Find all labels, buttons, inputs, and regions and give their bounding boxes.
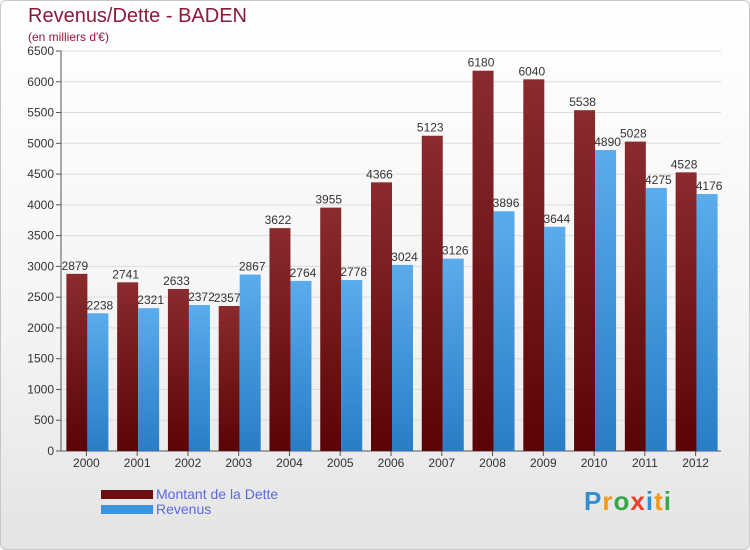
- y-tick-label: 0: [47, 444, 54, 458]
- logo-letter: P: [584, 486, 603, 516]
- x-tick-label: 2009: [530, 456, 557, 470]
- data-label-debt: 3955: [315, 193, 342, 207]
- bar-debt: [117, 282, 139, 451]
- logo-letter: t: [654, 486, 664, 516]
- x-tick-label: 2010: [581, 456, 608, 470]
- data-label-revenue: 3126: [442, 244, 469, 258]
- bar-revenue: [544, 226, 566, 451]
- bar-revenue: [392, 264, 413, 451]
- bar-debt: [574, 110, 596, 451]
- bar-debt: [167, 288, 189, 451]
- y-tick-label: 1500: [27, 352, 54, 366]
- bar-revenue: [493, 211, 515, 451]
- y-tick-label: 1000: [27, 382, 54, 396]
- bar-revenue: [645, 187, 667, 451]
- y-tick-label: 5500: [27, 106, 54, 120]
- data-label-debt: 6040: [518, 64, 545, 78]
- legend-label-debt: Montant de la Dette: [156, 486, 279, 502]
- x-tick-label: 2005: [327, 456, 354, 470]
- x-tick-label: 2006: [378, 456, 405, 470]
- data-label-revenue: 2321: [137, 293, 164, 307]
- data-label-revenue: 4890: [594, 135, 621, 149]
- data-label-revenue: 2372: [188, 290, 215, 304]
- data-label-revenue: 3896: [493, 196, 520, 210]
- x-tick-label: 2003: [225, 456, 252, 470]
- y-tick-label: 4500: [27, 167, 54, 181]
- data-label-revenue: 4275: [645, 173, 672, 187]
- data-label-revenue: 2238: [87, 298, 114, 312]
- bar-debt: [371, 182, 392, 452]
- data-label-revenue: 3024: [391, 250, 418, 264]
- proxiti-logo: Proxiti: [584, 486, 672, 517]
- bar-revenue: [87, 313, 109, 451]
- x-tick-label: 2012: [682, 456, 709, 470]
- y-tick-label: 3000: [27, 259, 54, 273]
- y-tick-label: 3500: [27, 229, 54, 243]
- bar-debt: [523, 79, 545, 452]
- data-label-debt: 3622: [265, 213, 292, 227]
- bar-debt: [472, 70, 494, 451]
- x-tick-label: 2008: [479, 456, 506, 470]
- bar-debt: [218, 305, 240, 451]
- legend-label-revenue: Revenus: [156, 501, 212, 517]
- bar-revenue: [696, 194, 718, 451]
- x-tick-label: 2002: [175, 456, 202, 470]
- y-tick-label: 500: [34, 413, 54, 427]
- bar-revenue: [290, 280, 312, 451]
- logo-letter: i: [645, 486, 655, 516]
- data-label-debt: 2741: [112, 267, 139, 281]
- data-label-revenue: 4176: [696, 179, 723, 193]
- data-label-revenue: 2764: [290, 266, 317, 280]
- bar-debt: [624, 141, 646, 452]
- logo-letter: r: [602, 486, 614, 516]
- y-tick-label: 4000: [27, 198, 54, 212]
- bar-revenue: [595, 150, 617, 452]
- bar-debt: [269, 228, 291, 451]
- data-label-revenue: 3644: [543, 212, 570, 226]
- data-label-revenue: 2778: [340, 265, 367, 279]
- y-tick-label: 6500: [27, 44, 54, 58]
- y-tick-label: 2000: [27, 321, 54, 335]
- bar-revenue: [239, 274, 261, 451]
- data-labels: 2879 2238 2741 2321 2633 2372 2357 2867 3622 2764…: [62, 56, 723, 313]
- x-tick-label: 2007: [428, 456, 455, 470]
- bar-revenue: [188, 305, 210, 451]
- y-tick-label: 6000: [27, 75, 54, 89]
- data-label-debt: 2879: [62, 259, 89, 273]
- bar-debt: [675, 172, 697, 451]
- data-label-debt: 5028: [620, 127, 647, 141]
- bars: [66, 70, 718, 452]
- data-label-debt: 4528: [671, 157, 698, 171]
- bar-debt: [421, 135, 443, 451]
- x-tick-label: 2011: [632, 456, 658, 470]
- bar-debt: [66, 273, 88, 451]
- x-tick-label: 2000: [73, 456, 100, 470]
- logo-letter: x: [630, 486, 646, 516]
- data-label-revenue: 2867: [239, 260, 266, 274]
- axes: 0 500 1000 1500 2000 2500 3000 3500 4000 4500 5000…: [27, 44, 721, 470]
- data-label-debt: 6180: [468, 56, 495, 70]
- data-label-debt: 2357: [214, 291, 241, 305]
- x-tick-label: 2001: [124, 456, 151, 470]
- data-label-debt: 4366: [366, 167, 393, 181]
- bar-debt: [320, 207, 342, 451]
- data-label-debt: 2633: [163, 274, 190, 288]
- chart-subtitle: (en milliers d'€): [28, 30, 109, 44]
- y-tick-label: 2500: [27, 290, 54, 304]
- bar-revenue: [442, 258, 464, 451]
- bar-revenue: [138, 308, 160, 451]
- bar-revenue: [341, 280, 363, 451]
- legend-swatch-debt: [101, 490, 153, 499]
- data-label-debt: 5538: [569, 95, 596, 109]
- chart-title: Revenus/Dette - BADEN: [28, 5, 247, 27]
- x-tick-label: 2004: [276, 456, 303, 470]
- logo-letter: o: [613, 486, 631, 516]
- data-label-debt: 5123: [417, 121, 444, 135]
- y-tick-label: 5000: [27, 136, 54, 150]
- legend-swatch-revenue: [101, 505, 153, 514]
- logo-letter: i: [663, 486, 672, 516]
